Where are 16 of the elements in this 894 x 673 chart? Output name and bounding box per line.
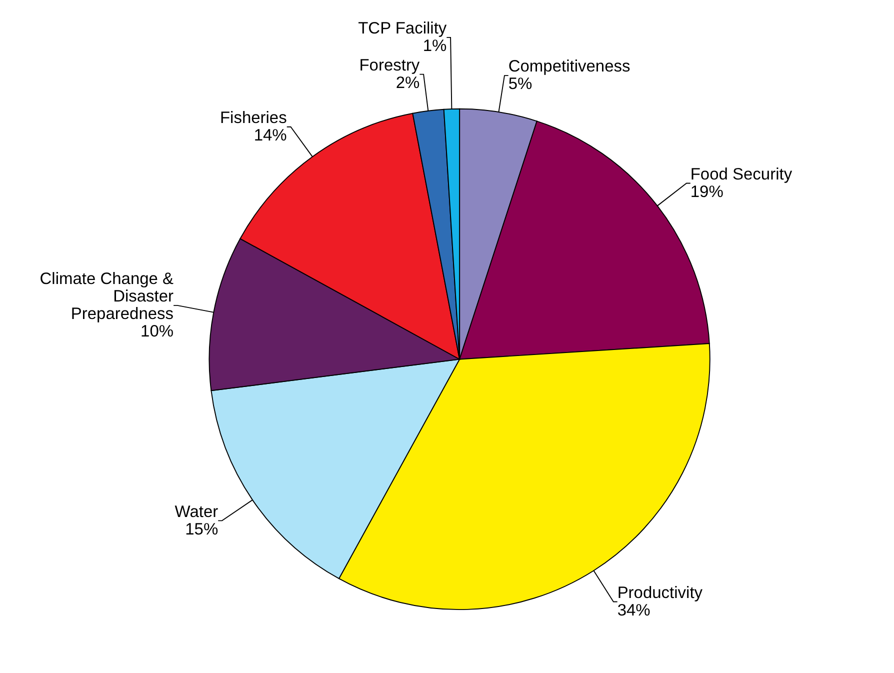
slice-label: Productivity <box>617 584 704 602</box>
data-label: 5% <box>508 75 533 94</box>
data-label: 19% <box>690 182 724 201</box>
data-label: 15% <box>185 520 218 538</box>
data-label: 10% <box>140 322 174 340</box>
slice-label: Climate Change & Disaster Preparedness <box>40 270 174 324</box>
slice-label: Competitiveness <box>508 58 630 76</box>
slice-label: Food Security <box>690 165 793 184</box>
slice-label: TCP Facility <box>358 20 448 38</box>
slice-label: Forestry <box>359 56 420 74</box>
data-label: 2% <box>396 74 420 92</box>
slice-label: Water <box>174 502 219 521</box>
data-label: 14% <box>254 126 288 144</box>
slice-label: Fisheries <box>220 109 287 128</box>
data-label: 1% <box>422 37 447 56</box>
data-label: 34% <box>617 601 651 620</box>
